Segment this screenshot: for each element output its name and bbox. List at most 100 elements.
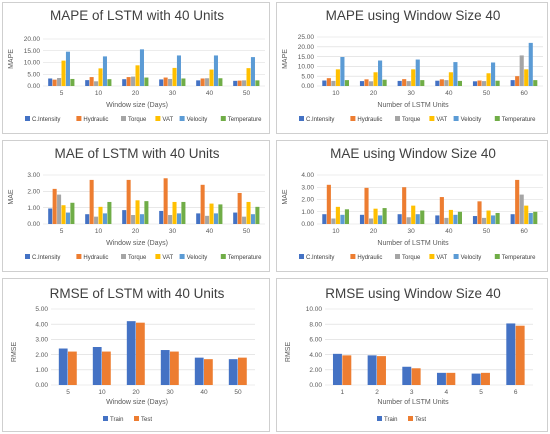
y-axis-label: MAPE: [282, 49, 289, 69]
y-tick-label: 0.00: [309, 382, 322, 389]
bar-vat: [524, 205, 529, 224]
x-tick-label: 30: [408, 90, 416, 97]
bar-temperature: [420, 210, 425, 224]
bar-temperature: [70, 202, 75, 224]
legend-swatch: [494, 116, 500, 121]
bar-hydraulic: [326, 184, 331, 224]
bar-c-intensity: [159, 79, 164, 86]
bar-c-intensity: [510, 214, 515, 224]
bar-velocity: [139, 214, 144, 224]
bar-hydraulic: [52, 188, 57, 224]
bar-hydraulic: [326, 78, 331, 86]
bar-test: [411, 368, 421, 385]
bar-train: [506, 323, 516, 385]
chart-title: MAPE of LSTM with 40 Units: [50, 8, 224, 23]
bar-vat: [135, 200, 140, 224]
bar-train: [126, 321, 136, 385]
bar-temperature: [144, 201, 149, 224]
legend-swatch: [155, 116, 161, 121]
bar-velocity: [65, 51, 70, 86]
legend-label: Temperature: [228, 117, 262, 123]
bar-c-intensity: [510, 80, 515, 86]
x-tick-label: 5: [60, 228, 64, 235]
x-tick-label: 40: [200, 389, 208, 396]
y-tick-label: 1.00: [301, 209, 314, 216]
bar-velocity: [453, 214, 458, 224]
bar-velocity: [250, 214, 255, 224]
bar-torque: [519, 194, 524, 224]
y-tick-label: 6.00: [309, 337, 322, 344]
bar-velocity: [250, 57, 255, 86]
bar-torque: [131, 76, 136, 86]
bar-hydraulic: [126, 179, 131, 224]
bar-test: [68, 351, 77, 385]
legend-label: Temperature: [228, 255, 262, 261]
y-tick-label: 0.00: [301, 83, 314, 90]
bar-c-intensity: [85, 80, 90, 86]
bar-hydraulic: [89, 179, 94, 224]
legend-swatch: [103, 416, 108, 421]
bar-train: [194, 357, 204, 385]
bar-hydraulic: [163, 178, 168, 224]
x-tick-label: 40: [445, 90, 453, 97]
chart-panel-mape-units: MAPE using Window Size 40 Number of LSTM…: [276, 2, 548, 134]
x-axis-label: Number of LSTM Units: [377, 102, 449, 109]
bar-temperature: [382, 79, 387, 86]
y-axis-label: MAPE: [8, 49, 15, 69]
bar-vat: [524, 69, 529, 86]
legend-swatch: [25, 116, 30, 121]
y-tick-label: 25.00: [298, 34, 315, 41]
bar-vat: [246, 201, 251, 224]
bar-c-intensity: [397, 80, 402, 86]
bar-temperature: [144, 77, 149, 86]
bar-test: [204, 359, 213, 385]
bar-velocity: [213, 55, 218, 86]
bar-c-intensity: [359, 214, 365, 224]
legend-swatch: [76, 254, 82, 259]
bar-temperature: [457, 211, 462, 224]
legend-label: C.Intensity: [32, 117, 60, 123]
chart-title: MAE using Window Size 40: [330, 146, 496, 161]
bar-velocity: [528, 212, 533, 224]
bar-velocity: [65, 212, 70, 224]
y-tick-label: 4.00: [301, 172, 314, 179]
chart-title: RMSE using Window Size 40: [325, 286, 501, 301]
x-tick-label: 40: [206, 90, 214, 97]
chart-panel-rmse-window: RMSE of LSTM with 40 Units Window size (…: [2, 278, 270, 432]
bar-vat: [373, 72, 378, 86]
x-tick-label: 50: [243, 90, 251, 97]
legend-label: VAT: [162, 255, 173, 261]
bar-velocity: [378, 60, 383, 86]
bar-torque: [242, 216, 247, 224]
legend-label: VAT: [436, 117, 447, 123]
bar-hydraulic: [364, 187, 369, 224]
bar-c-intensity: [233, 80, 238, 86]
bar-temperature: [255, 80, 260, 86]
bar-vat: [335, 206, 340, 224]
x-tick-label: 3: [410, 389, 414, 396]
y-tick-label: 4.00: [309, 352, 322, 359]
bar-temperature: [533, 80, 538, 86]
y-tick-label: 2.00: [309, 367, 322, 374]
legend-label: Test: [141, 417, 152, 423]
legend-label: Train: [110, 417, 123, 423]
bar-vat: [246, 68, 251, 86]
y-tick-label: 8.00: [309, 321, 322, 328]
bar-c-intensity: [85, 214, 90, 224]
bar-temperature: [255, 206, 260, 224]
legend-swatch: [350, 254, 356, 259]
bar-velocity: [528, 42, 533, 86]
bar-vat: [373, 208, 378, 224]
bar-temperature: [107, 201, 112, 224]
bar-torque: [368, 81, 374, 86]
y-tick-label: 0.00: [27, 221, 40, 228]
legend-label: Torque: [128, 117, 147, 123]
bar-hydraulic: [200, 184, 205, 224]
bar-torque: [94, 216, 99, 224]
legend-label: Hydraulic: [357, 255, 382, 261]
chart-title: MAPE using Window Size 40: [326, 8, 501, 23]
x-tick-label: 30: [408, 228, 416, 235]
bar-velocity: [491, 215, 496, 224]
bar-hydraulic: [515, 76, 520, 86]
legend-swatch: [395, 116, 400, 121]
